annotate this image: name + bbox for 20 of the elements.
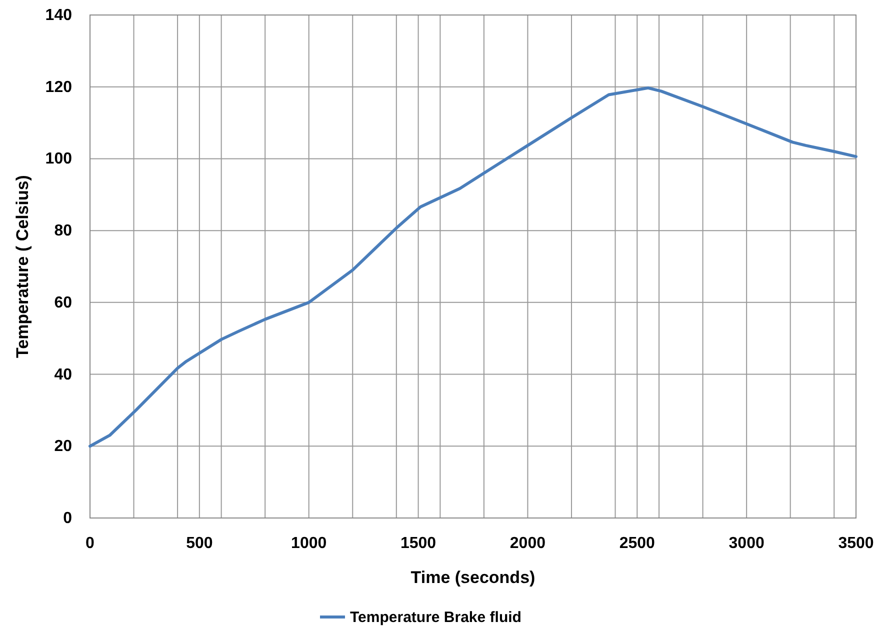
y-tick-label: 40 — [54, 366, 72, 384]
y-tick-label: 0 — [63, 510, 72, 527]
line-series — [88, 86, 858, 448]
y-tick-label: 120 — [45, 78, 72, 96]
y-tick-label: 60 — [54, 294, 72, 312]
legend-label: Temperature Brake fluid — [350, 609, 522, 626]
x-tick-label: 2000 — [510, 535, 546, 552]
x-tick-label: 3500 — [838, 535, 874, 552]
x-tick-label: 1500 — [400, 535, 436, 552]
x-tick-label: 3000 — [728, 535, 764, 552]
y-tick-label: 140 — [45, 7, 72, 24]
x-axis-title: Time (seconds) — [410, 568, 536, 587]
x-tick-label: 0 — [86, 535, 95, 552]
y-tick-label: 80 — [54, 222, 72, 240]
y-tick-label: 20 — [54, 438, 72, 456]
x-tick-label: 2500 — [619, 535, 656, 552]
x-tick-label: 500 — [186, 535, 213, 552]
y-axis-title: Temperature ( Celsius) — [13, 175, 32, 358]
x-tick-label: 1000 — [291, 535, 327, 552]
y-tick-label: 100 — [45, 150, 72, 168]
